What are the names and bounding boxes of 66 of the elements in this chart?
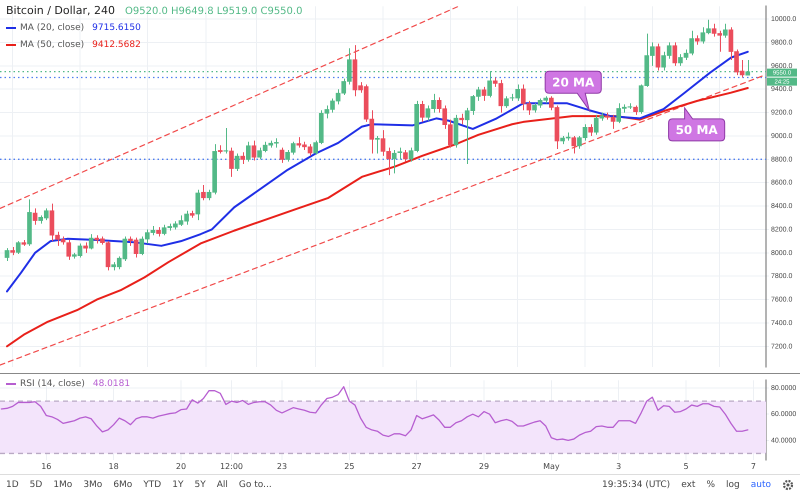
candlestick	[392, 149, 397, 174]
text: 5D	[30, 480, 42, 490]
x-tick-label: 12:00	[220, 462, 244, 471]
candlestick	[234, 152, 240, 172]
candlestick	[459, 113, 464, 125]
text: auto	[750, 480, 771, 490]
candlestick	[656, 43, 660, 71]
x-tick-label: 3	[616, 462, 622, 471]
legend-label: MA (20, close)	[20, 23, 84, 33]
candlestick	[240, 152, 246, 164]
annotation: O9520.0 H9649.8 L9519.0 C9550.0	[125, 6, 302, 17]
text: YTD	[143, 480, 162, 490]
x-tick-label: 27	[412, 462, 422, 471]
text: Go to...	[238, 480, 272, 490]
text: 6Mo	[113, 480, 132, 490]
x-tick-label: 25	[344, 462, 354, 471]
candlestick	[398, 147, 402, 160]
annotation: 20 MA	[552, 75, 595, 90]
text: 1Y	[172, 480, 184, 490]
text: ext	[681, 480, 696, 490]
candlestick	[482, 86, 486, 102]
candlestick	[16, 240, 21, 255]
candlestick	[246, 141, 251, 162]
candlestick	[403, 149, 408, 162]
candlestick	[252, 140, 256, 161]
candlestick	[83, 242, 88, 254]
x-tick-label: 18	[108, 462, 119, 471]
text: All	[216, 480, 228, 490]
annotation: 50 MA	[676, 123, 718, 138]
text: 5Y	[194, 480, 206, 490]
annotation: 9715.6150	[92, 23, 141, 33]
x-tick-label: 7	[750, 462, 756, 471]
candlestick	[504, 96, 509, 108]
candlestick	[588, 124, 593, 136]
candlestick	[229, 147, 234, 178]
legend-label: MA (50, close)	[20, 40, 84, 50]
candlestick	[201, 184, 206, 201]
candlestick	[722, 23, 728, 38]
candlestick	[633, 105, 638, 116]
candlestick	[571, 135, 576, 154]
chart-title: Bitcoin / Dollar, 240	[6, 4, 115, 17]
candlestick	[420, 100, 425, 122]
text: 3Mo	[83, 480, 102, 490]
candlestick	[4, 248, 10, 262]
x-tick-label: May	[543, 462, 560, 471]
candlestick	[672, 42, 678, 66]
candlestick	[195, 189, 200, 221]
x-tick-label: 16	[41, 462, 52, 471]
x-tick-label: 20	[176, 462, 186, 471]
candlestick	[156, 226, 161, 237]
text: 1Mo	[53, 480, 72, 490]
annotation: 48.0181	[92, 379, 130, 389]
annotation: 9412.5682	[92, 40, 141, 50]
x-tick-label: 23	[276, 462, 288, 471]
legend-label: RSI (14, close)	[20, 379, 85, 389]
text: 19:35:34 (UTC)	[602, 480, 670, 490]
x-tick-label: 5	[683, 462, 689, 471]
text: log	[726, 480, 740, 490]
candlestick	[694, 34, 700, 46]
x-tick-label: 29	[478, 462, 490, 471]
candlestick	[88, 234, 94, 250]
text: %	[706, 480, 715, 490]
candlestick	[280, 147, 284, 164]
candlestick	[66, 239, 72, 260]
text: 1D	[6, 480, 19, 490]
candlestick	[32, 208, 38, 226]
